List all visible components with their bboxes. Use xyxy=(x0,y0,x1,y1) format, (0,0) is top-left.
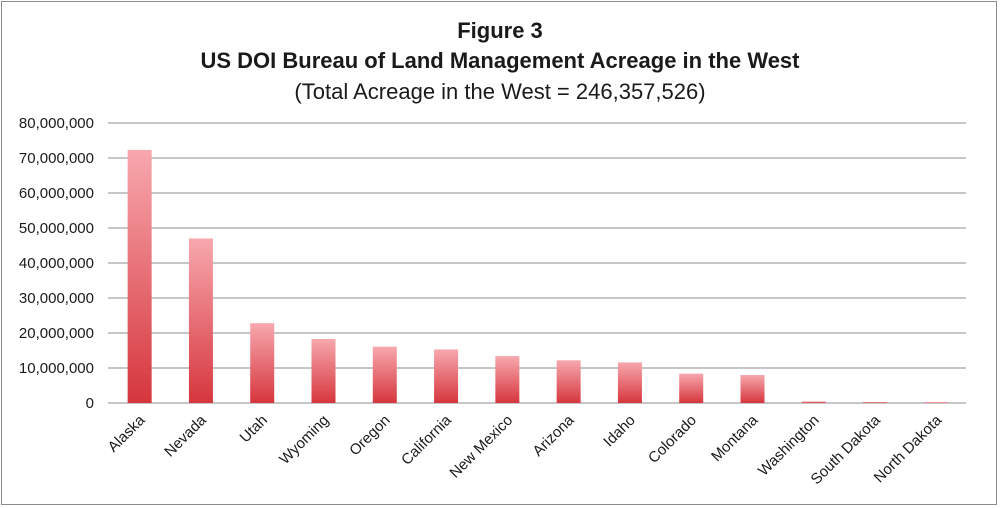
x-tick-label: Arizona xyxy=(529,411,577,459)
bar-oregon xyxy=(372,346,397,403)
y-tick-label: 50,000,000 xyxy=(19,220,94,237)
x-tick-label: Utah xyxy=(237,412,271,446)
bar-colorado xyxy=(679,373,704,403)
chart-titles: Figure 3 US DOI Bureau of Land Managemen… xyxy=(0,16,1000,108)
bar-north-dakota xyxy=(924,402,949,403)
bar-wyoming xyxy=(311,338,336,403)
x-tick-label: Washington xyxy=(755,412,823,480)
bar-california xyxy=(434,349,459,403)
y-tick-label: 70,000,000 xyxy=(19,150,94,167)
y-axis-ticks: 0 10,000,000 20,000,000 30,000,000 40,000,00… xyxy=(19,115,94,412)
y-tick-label: 0 xyxy=(86,395,94,412)
x-tick-label: Oregon xyxy=(346,412,393,459)
bar-south-dakota xyxy=(863,402,888,403)
y-tick-label: 60,000,000 xyxy=(19,185,94,202)
chart-subtitle: US DOI Bureau of Land Management Acreage… xyxy=(200,48,800,73)
y-tick-label: 80,000,000 xyxy=(19,115,94,132)
x-tick-label: New Mexico xyxy=(446,412,516,482)
bar-alaska xyxy=(127,149,152,403)
bar-utah xyxy=(250,323,275,403)
x-axis-ticks: Alaska Nevada Utah Wyoming Oregon CaliforniaN… xyxy=(105,411,946,488)
x-tick-label: Colorado xyxy=(645,412,700,467)
y-tick-label: 40,000,000 xyxy=(19,255,94,272)
bar-arizona xyxy=(556,360,581,403)
bars xyxy=(127,149,949,403)
bar-new-mexico xyxy=(495,356,520,403)
bar-montana xyxy=(740,375,765,403)
bar-idaho xyxy=(617,362,642,403)
gridlines xyxy=(108,122,966,404)
chart-title: Figure 3 xyxy=(457,18,543,43)
x-tick-label: Nevada xyxy=(161,411,210,460)
x-tick-label: Wyoming xyxy=(276,412,332,468)
x-tick-label: Montana xyxy=(708,411,762,465)
x-tick-label: Idaho xyxy=(600,412,639,451)
chart-note: (Total Acreage in the West = 246,357,526… xyxy=(294,79,706,104)
x-tick-label: California xyxy=(398,411,455,468)
y-tick-label: 20,000,000 xyxy=(19,325,94,342)
y-tick-label: 30,000,000 xyxy=(19,290,94,307)
bar-washington xyxy=(801,401,826,403)
bar-nevada xyxy=(188,238,213,403)
x-tick-label: Alaska xyxy=(105,411,149,455)
y-tick-label: 10,000,000 xyxy=(19,360,94,377)
